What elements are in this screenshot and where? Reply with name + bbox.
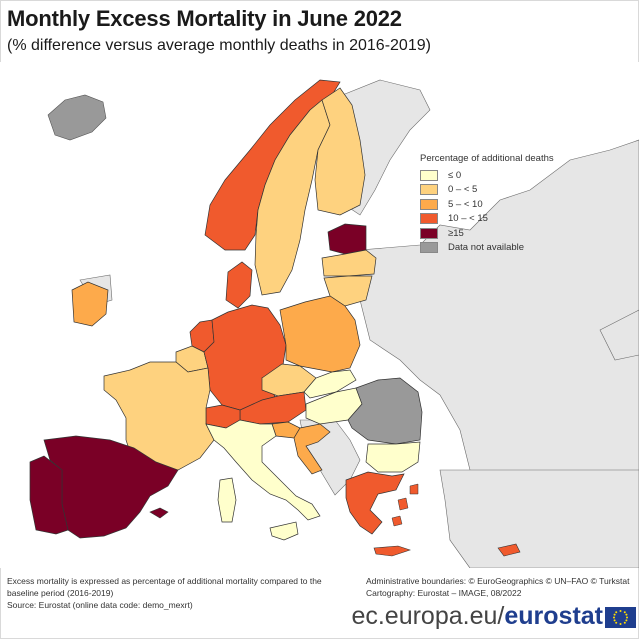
country-finland — [314, 87, 366, 216]
legend-swatch — [420, 227, 438, 239]
legend-label: ≥15 — [448, 227, 464, 239]
legend-item: ≤ 0 — [420, 168, 554, 183]
country-italy — [205, 419, 321, 521]
country-greece-islands — [391, 483, 419, 527]
eurostat-url[interactable]: ec.europa.eu/eurostat — [351, 602, 603, 631]
country-greece-crete — [373, 545, 411, 557]
legend-item: 0 – < 5 — [420, 183, 554, 198]
eurostat-brand: eurostat — [504, 602, 603, 630]
country-iceland — [47, 94, 107, 141]
legend-swatch — [420, 242, 438, 254]
country-croatia — [293, 423, 331, 475]
country-sweden — [254, 99, 331, 296]
legend: Percentage of additional deaths ≤ 0 0 – … — [420, 153, 554, 255]
legend-label: 10 – < 15 — [448, 213, 488, 225]
country-bulgaria — [365, 441, 421, 473]
legend-swatch — [420, 184, 438, 196]
legend-label: 0 – < 5 — [448, 184, 478, 196]
country-poland — [279, 295, 361, 373]
legend-title: Percentage of additional deaths — [420, 153, 554, 164]
country-greece — [345, 471, 405, 535]
cartography-note: Cartography: Eurostat – IMAGE, 08/2022 — [366, 588, 522, 598]
legend-swatch — [420, 169, 438, 181]
legend-item: ≥15 — [420, 226, 554, 241]
source-note: Source: Eurostat (online data code: demo… — [7, 600, 193, 610]
legend-item: 10 – < 15 — [420, 212, 554, 227]
eu-flag-icon — [605, 607, 636, 628]
boundaries-note: Administrative boundaries: © EuroGeograp… — [366, 576, 630, 586]
legend-swatch — [420, 213, 438, 225]
country-cyprus — [497, 543, 521, 557]
country-italy-sicily — [269, 521, 299, 541]
country-spain-islands — [149, 507, 169, 519]
map-title: Monthly Excess Mortality in June 2022 — [7, 6, 402, 31]
legend-label: 5 – < 10 — [448, 198, 483, 210]
country-portugal — [29, 455, 69, 535]
country-denmark — [225, 261, 253, 309]
europe-map — [0, 62, 639, 568]
country-slovakia — [303, 369, 357, 399]
definition-note: Excess mortality is expressed as percent… — [7, 576, 322, 598]
country-romania — [347, 377, 423, 445]
url-prefix: ec.europa.eu/ — [351, 602, 505, 630]
legend-swatch — [420, 198, 438, 210]
legend-label: Data not available — [448, 242, 525, 254]
country-latvia — [321, 249, 377, 277]
legend-item: Data not available — [420, 241, 554, 256]
map-subtitle: (% difference versus average monthly dea… — [7, 37, 431, 54]
legend-label: ≤ 0 — [448, 169, 462, 181]
legend-item: 5 – < 10 — [420, 197, 554, 212]
country-ireland — [71, 281, 109, 327]
country-italy-sardinia — [217, 477, 237, 523]
